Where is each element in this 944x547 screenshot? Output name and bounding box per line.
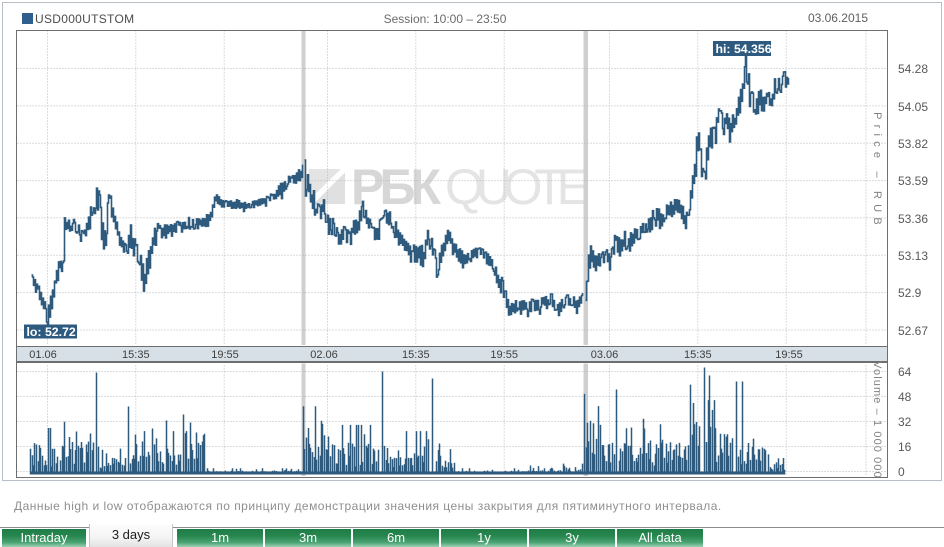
svg-text:QUOTE: QUOTE (445, 159, 590, 215)
svg-text:РБК: РБК (351, 159, 441, 215)
svg-text:hi: 54.356: hi: 54.356 (716, 42, 772, 56)
svg-text:lo: 52.72: lo: 52.72 (27, 325, 76, 339)
